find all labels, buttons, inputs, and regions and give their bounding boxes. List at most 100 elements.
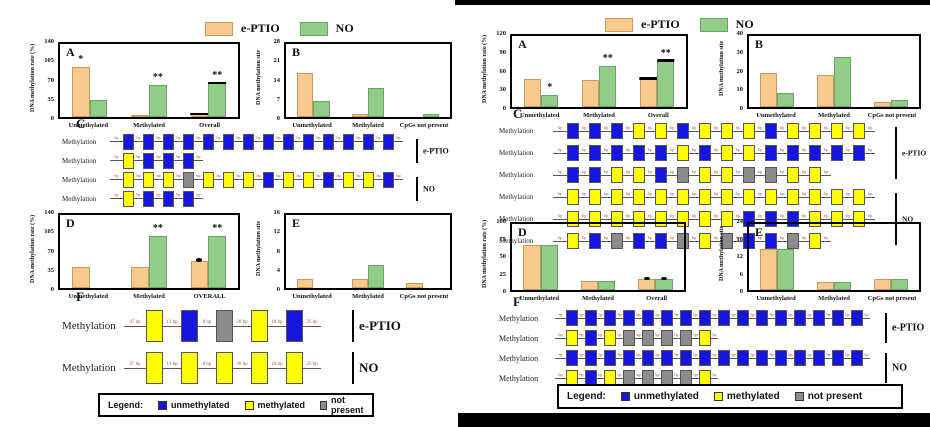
not-present-label: not present bbox=[330, 395, 364, 415]
methylation-row-label: Methylation bbox=[499, 237, 534, 245]
connector-line: 13 bp bbox=[163, 362, 181, 369]
methylated-label: methylated bbox=[726, 391, 780, 402]
bp-label: bp bbox=[156, 173, 161, 178]
bp-label: bp bbox=[846, 190, 850, 196]
site-box-methylated bbox=[283, 171, 294, 188]
panel-letter: A bbox=[66, 45, 75, 59]
bp-label: 8 bp bbox=[202, 361, 212, 367]
bar-no-cpgs-not-present bbox=[890, 99, 908, 107]
bp-label: bp bbox=[780, 234, 784, 240]
site-box-methylated bbox=[163, 171, 174, 188]
bar-eptio-overall bbox=[639, 78, 657, 107]
connector-line: bp bbox=[787, 352, 794, 359]
connector-line: bp bbox=[394, 135, 403, 142]
x-axis-labels: Unmethylated Methylated OVERALL bbox=[58, 292, 240, 306]
bp-label: bp bbox=[868, 190, 872, 196]
bar-no-methylated bbox=[149, 84, 167, 117]
site-box-unmethylated bbox=[566, 350, 578, 366]
x-category-label: OVERALL bbox=[193, 293, 226, 300]
connector-line: bp bbox=[667, 147, 677, 154]
connector-line: 30 bp bbox=[233, 320, 251, 327]
site-box-unmethylated bbox=[183, 190, 194, 207]
site-box-not_present bbox=[642, 330, 654, 346]
error-cap bbox=[196, 258, 203, 262]
methylation-row: Methylation bp bp bp bp bp bp bp bp bp bp bp bp bp bp b… bbox=[499, 308, 927, 328]
connector-line: 25 bp bbox=[303, 362, 321, 369]
panel-letter: A bbox=[518, 37, 527, 51]
connector-line: bp bbox=[623, 169, 633, 176]
bp-label: bp bbox=[356, 173, 361, 178]
x-axis-labels: Unmethylated Methylated Overall bbox=[510, 111, 688, 125]
site-box-not_present bbox=[721, 233, 733, 249]
bar-eptio-methylated bbox=[817, 281, 834, 290]
bp-label: bp bbox=[868, 146, 872, 152]
connector-line: bp bbox=[711, 169, 721, 176]
bp-label: bp bbox=[604, 168, 608, 174]
bp-label: bp bbox=[356, 135, 361, 140]
site-box-methylated bbox=[699, 123, 711, 139]
significance-stars: ** bbox=[152, 222, 163, 234]
connector-line: bp bbox=[799, 169, 809, 176]
site-box-unmethylated bbox=[661, 350, 673, 366]
site-box-unmethylated bbox=[699, 350, 711, 366]
bp-label: bp bbox=[758, 190, 762, 196]
site-box-unmethylated bbox=[718, 350, 730, 366]
y-tick-label: 50 bbox=[499, 253, 507, 260]
site-legend-title: Legend: bbox=[108, 400, 143, 410]
left-figure: e-PTIO NO DNA methylation rate (%) 0 35 70 1… bbox=[10, 15, 458, 417]
group-label: e-PTIO bbox=[359, 318, 401, 333]
y-tick-label: 12 bbox=[273, 228, 281, 236]
bp-label: bp bbox=[196, 135, 201, 140]
bp-label: bp bbox=[176, 154, 181, 159]
bp-label: bp bbox=[604, 146, 608, 152]
bp-label: bp bbox=[558, 234, 562, 240]
group-bracket bbox=[895, 193, 897, 245]
group-label: NO bbox=[902, 214, 914, 224]
connector-line: bp bbox=[821, 213, 831, 220]
site-legend-item-unmethylated: unmethylated bbox=[158, 400, 230, 410]
bp-label: bp bbox=[824, 190, 828, 196]
site-box-unmethylated bbox=[585, 330, 597, 346]
x-category-label: Unmethylated bbox=[756, 112, 796, 119]
panel-d-bar-chart: DNA methylation rate (%) 0 35 70 105 140 D ** **… bbox=[28, 209, 244, 308]
site-box-methylated bbox=[146, 352, 163, 384]
site-box-methylated bbox=[203, 171, 214, 188]
site-box-methylated bbox=[699, 167, 711, 183]
bp-label: bp bbox=[617, 311, 622, 317]
connector-line: bp bbox=[274, 173, 283, 180]
bp-label: bp bbox=[780, 124, 784, 130]
connector-line: 8 bp bbox=[198, 320, 216, 327]
connector-line: bp bbox=[667, 125, 677, 132]
y-tick-label: 0 bbox=[502, 288, 506, 295]
connector-line: bp bbox=[863, 352, 870, 359]
bp-label: 13 bp bbox=[166, 361, 178, 367]
connector-line: bp bbox=[689, 213, 699, 220]
methylation-row: Methylation 47 bp 13 bp 8 bp 30 bp 18 bp 25 bp bbox=[62, 347, 458, 389]
bp-label: bp bbox=[802, 190, 806, 196]
bp-label: bp bbox=[558, 168, 562, 174]
site-box-unmethylated bbox=[737, 350, 749, 366]
panel-letter: B bbox=[292, 45, 301, 59]
site-box-unmethylated bbox=[585, 350, 597, 366]
methylation-group-no: Methylation 47 bp 13 bp 8 bp 30 bp 18 bp 25 bp… bbox=[62, 347, 458, 389]
x-category-label: CpGs not present bbox=[867, 295, 917, 302]
site-box-unmethylated bbox=[589, 145, 601, 161]
methylation-row-label: Methylation bbox=[62, 194, 97, 203]
group-bracket bbox=[416, 139, 418, 163]
bp-label: bp bbox=[802, 234, 806, 240]
bp-label: bp bbox=[558, 331, 563, 337]
connector-line: bp bbox=[733, 213, 743, 220]
connector-line: bp bbox=[635, 372, 642, 379]
connector-line: bp bbox=[623, 213, 633, 220]
connector-line: bp bbox=[579, 235, 589, 242]
site-box-unmethylated bbox=[809, 145, 821, 161]
x-category-label: Methylated bbox=[352, 122, 384, 129]
site-box-unmethylated bbox=[383, 171, 394, 188]
connector-line: bp bbox=[110, 192, 123, 199]
plot-area: A * ** ** bbox=[510, 34, 688, 109]
site-box-methylated bbox=[611, 189, 623, 205]
methylation-row-label: Methylation bbox=[62, 320, 116, 332]
bp-label: 25 bp bbox=[306, 319, 318, 325]
connector-line: bp bbox=[616, 372, 623, 379]
bp-label: bp bbox=[582, 234, 586, 240]
